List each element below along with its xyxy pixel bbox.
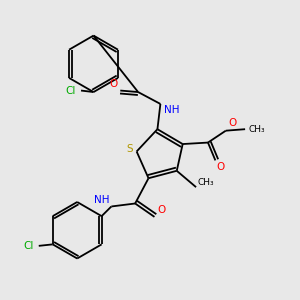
Text: Cl: Cl — [65, 85, 76, 96]
Text: O: O — [109, 79, 117, 89]
Text: CH₃: CH₃ — [248, 125, 265, 134]
Text: NH: NH — [164, 105, 179, 116]
Text: CH₃: CH₃ — [198, 178, 214, 187]
Text: O: O — [158, 206, 166, 215]
Text: O: O — [228, 118, 236, 128]
Text: O: O — [217, 162, 225, 172]
Text: S: S — [126, 144, 133, 154]
Text: Cl: Cl — [23, 241, 33, 251]
Text: NH: NH — [94, 195, 110, 205]
